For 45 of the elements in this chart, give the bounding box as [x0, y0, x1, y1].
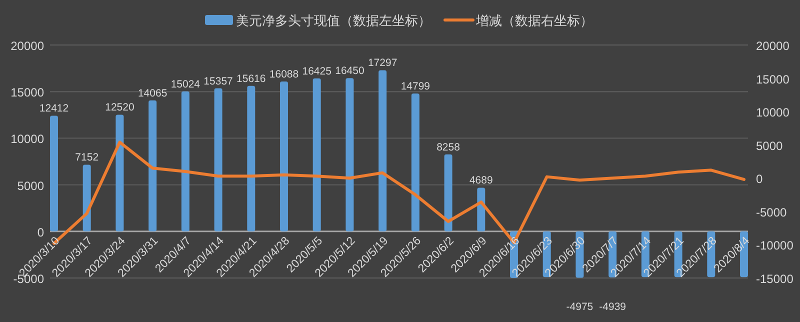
- bar: [411, 93, 420, 232]
- data-label: 7152: [75, 152, 99, 164]
- y2-tick-label: 15000: [756, 72, 790, 86]
- bar: [50, 116, 58, 232]
- bar: [116, 114, 124, 232]
- data-label: 17297: [368, 57, 398, 70]
- y-tick-label: 10000: [10, 132, 44, 146]
- data-label: -4975: [566, 301, 594, 313]
- data-label: 16088: [269, 68, 299, 80]
- data-label: 16450: [335, 65, 364, 78]
- bar: [82, 164, 91, 232]
- data-label: 12412: [39, 102, 69, 115]
- data-label: -4939: [599, 301, 626, 313]
- y2-tick-label: 0: [756, 172, 763, 186]
- legend-label: 美元净多头寸现值（数据左坐标）: [236, 13, 431, 28]
- bar: [444, 154, 452, 232]
- y-tick-label: 5000: [17, 178, 44, 193]
- y2-tick-label: -5000: [756, 205, 788, 220]
- data-label: 14065: [138, 87, 168, 100]
- bar: [280, 81, 288, 232]
- bar: [346, 78, 354, 232]
- data-label: 14799: [400, 80, 430, 92]
- y2-tick-label: 20000: [756, 39, 790, 53]
- bar: [214, 88, 222, 232]
- y2-tick-label: -15000: [756, 272, 794, 286]
- y2-tick-label: 10000: [756, 106, 790, 120]
- bar: [477, 188, 486, 232]
- data-label: 15024: [170, 78, 200, 90]
- data-label: 15616: [236, 72, 266, 85]
- data-label: 12520: [105, 102, 134, 114]
- y-tick-label: 20000: [10, 39, 44, 53]
- bar: [378, 70, 387, 232]
- data-label: 16425: [302, 65, 332, 78]
- y-tick-label: 0: [37, 225, 44, 240]
- bar: [181, 91, 190, 232]
- bar: [312, 78, 321, 232]
- data-label: 15357: [204, 75, 234, 88]
- data-label: 8258: [436, 141, 460, 154]
- data-label: 4689: [469, 174, 493, 187]
- bar: [148, 100, 157, 232]
- legend-label: 增减（数据右坐标）: [475, 13, 593, 28]
- y2-tick-label: 5000: [756, 138, 784, 153]
- y2-tick-label: -10000: [756, 238, 794, 253]
- bar: [247, 86, 256, 232]
- y-tick-label: 15000: [10, 86, 44, 100]
